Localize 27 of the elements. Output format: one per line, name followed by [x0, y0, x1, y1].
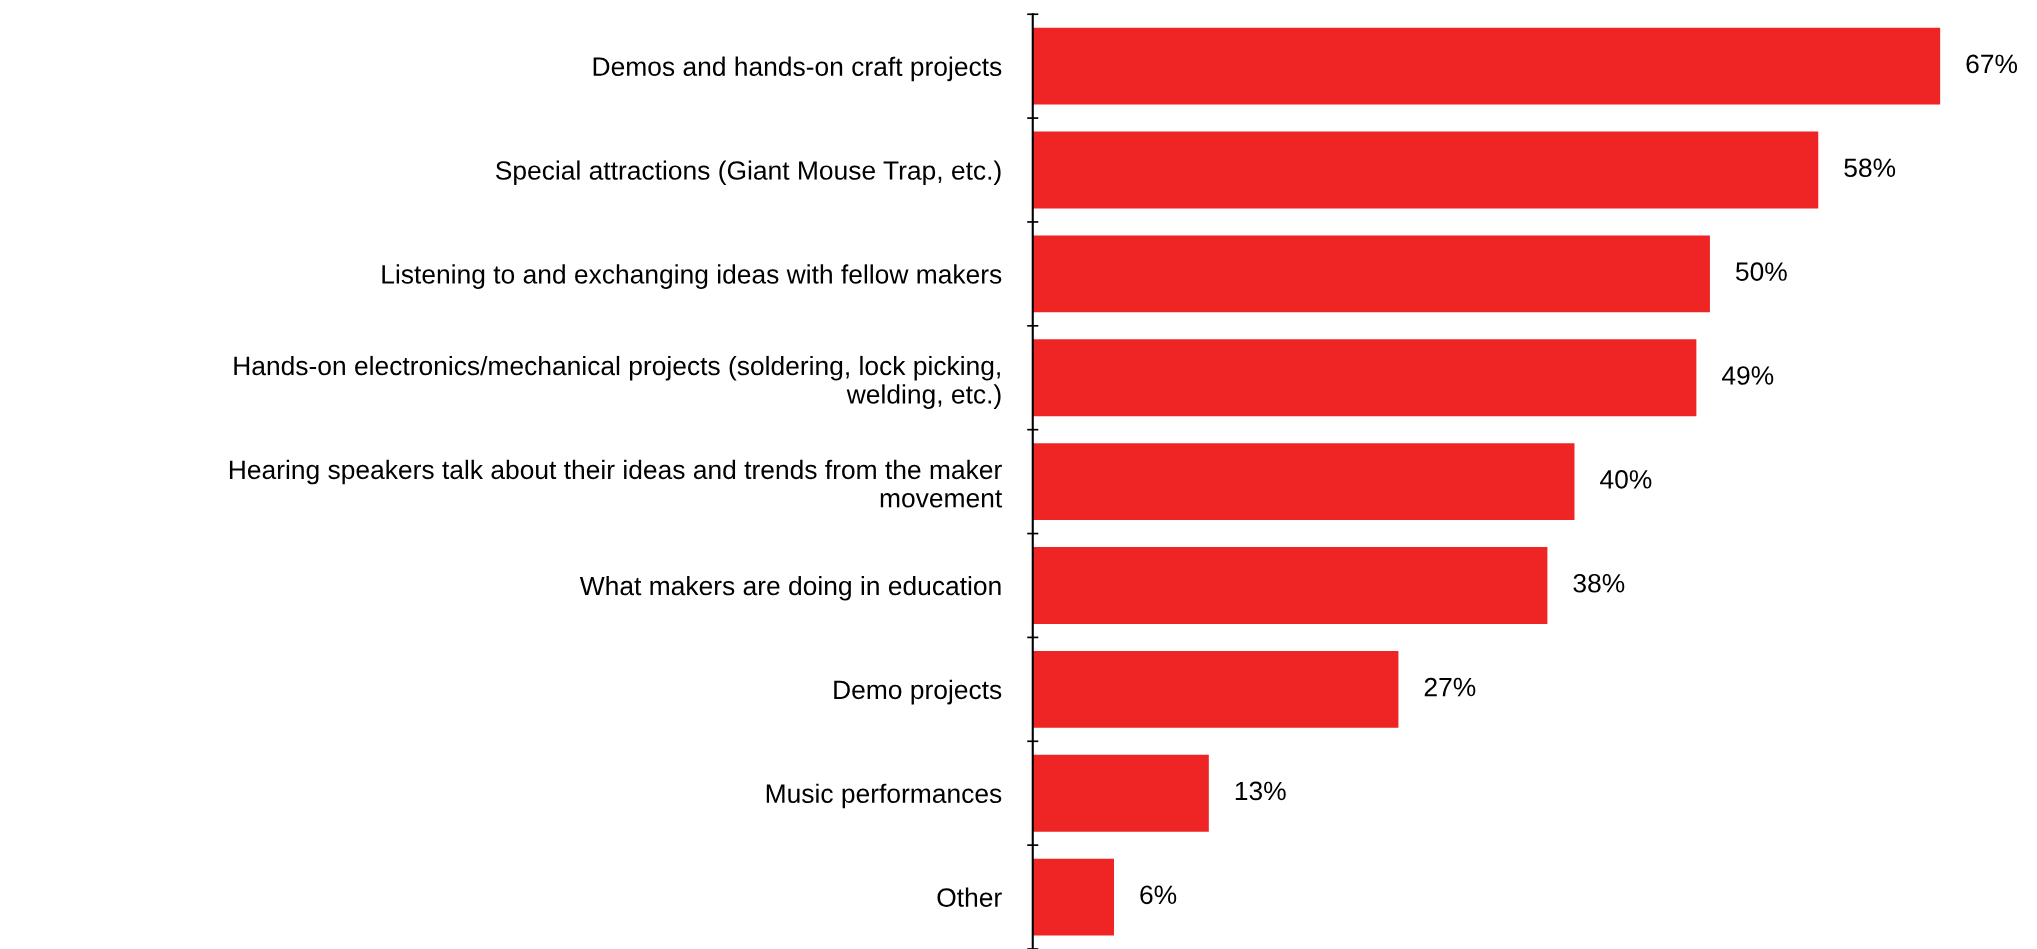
y-tick-label: Music performances [766, 783, 1002, 809]
data-label: 50% [1735, 262, 1787, 281]
bar [1032, 650, 1399, 728]
data-label: 58% [1844, 158, 1896, 178]
data-label: 49% [1721, 366, 1774, 385]
bar [1032, 858, 1115, 936]
bar [1032, 339, 1697, 417]
y-tick-label: Demo projects [834, 679, 1002, 705]
bar [1032, 547, 1548, 624]
data-label: 67% [1966, 54, 2018, 74]
y-tick-label: Hearing speakers talk about their ideas and trends from the maker movement [229, 459, 1003, 508]
y-tick-label: Other [937, 887, 1002, 907]
data-label: 40% [1600, 470, 1652, 489]
bar [1032, 27, 1941, 105]
data-label: 6% [1140, 885, 1177, 905]
y-tick-label: What makers are doing in education [579, 575, 1001, 601]
data-label: 13% [1235, 781, 1286, 801]
y-tick-label: Special attractions (Giant Mouse Trap, etc.) [495, 160, 1001, 186]
bar [1032, 754, 1209, 832]
bar [1032, 443, 1575, 521]
bar [1032, 131, 1819, 209]
y-tick-label: Demos and hands-on craft projects [593, 56, 1002, 82]
data-label: 27% [1424, 677, 1476, 697]
y-tick-label: Hands-on electronics/mechanical projects (soldering, lock picking, welding, etc.) [234, 355, 1001, 409]
y-tick-label: Listening to and exchanging ideas with fellow makers [382, 264, 1002, 289]
data-label: 38% [1573, 573, 1625, 593]
bar [1032, 235, 1710, 313]
